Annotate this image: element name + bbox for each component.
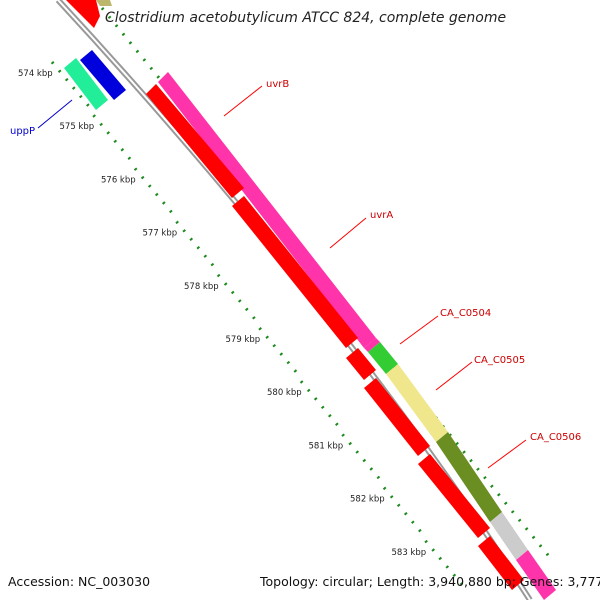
gene-reverse-1 bbox=[146, 84, 244, 198]
accession-text: Accession: NC_003030 bbox=[8, 574, 150, 589]
topology-text: Topology: circular; Length: 3,940,880 bp… bbox=[259, 574, 600, 589]
tick-group: 574 kbp 575 kbp 576 kbp 577 kbp 578 kbp 579 k… bbox=[18, 61, 467, 590]
CA_C0505-leader bbox=[435, 361, 473, 391]
gene-top-khaki bbox=[96, 0, 112, 6]
tick-dots bbox=[92, 114, 135, 165]
tick-label: 579 kbp bbox=[226, 335, 261, 345]
tick-dots bbox=[175, 220, 218, 271]
gene-top-red bbox=[66, 0, 100, 28]
gene-reverse-5 bbox=[418, 454, 490, 538]
tick-label: 575 kbp bbox=[60, 122, 95, 132]
uvrA-leader bbox=[329, 217, 367, 249]
gene-CA_C0504 bbox=[368, 342, 398, 374]
tick-label: 582 kbp bbox=[350, 495, 385, 505]
tick-dots bbox=[133, 167, 177, 218]
gene-blue bbox=[80, 50, 126, 100]
gene-CA_C0505 bbox=[386, 364, 448, 442]
uvrB-leader bbox=[223, 85, 263, 117]
label-CA_C0504: CA_C0504 bbox=[440, 308, 491, 319]
gene-uvrA bbox=[364, 338, 380, 352]
gene-magenta-bottom bbox=[516, 550, 556, 600]
tick-dots bbox=[299, 380, 343, 431]
gene-CA_C0506 bbox=[436, 432, 502, 522]
tick-dots bbox=[341, 433, 384, 484]
label-uppP: uppP bbox=[10, 126, 35, 137]
gene-uvrB bbox=[158, 72, 376, 348]
CA_C0506-leader bbox=[487, 439, 527, 469]
gene-reverse-3 bbox=[346, 348, 376, 380]
tick-dots bbox=[382, 486, 426, 537]
tick-label: 576 kbp bbox=[101, 175, 136, 185]
gene-reverse-6 bbox=[478, 536, 524, 590]
tick-dots bbox=[258, 327, 301, 377]
label-uvrA: uvrA bbox=[370, 210, 393, 221]
tick-label: 578 kbp bbox=[184, 282, 219, 292]
tick-label: 574 kbp bbox=[18, 69, 53, 79]
label-uvrB: uvrB bbox=[266, 79, 289, 90]
uppP-leader bbox=[37, 99, 73, 129]
tick-label: 583 kbp bbox=[392, 548, 427, 558]
gene-reverse-2 bbox=[232, 196, 358, 348]
CA_C0504-leader bbox=[399, 315, 439, 345]
gene-gray bbox=[490, 512, 528, 560]
label-CA_C0506: CA_C0506 bbox=[530, 432, 581, 443]
tick-label: 581 kbp bbox=[309, 441, 344, 451]
tick-dots bbox=[216, 273, 260, 324]
tick-label: 580 kbp bbox=[267, 388, 302, 398]
gene-uppP bbox=[64, 58, 108, 110]
tick-label: 577 kbp bbox=[143, 229, 178, 239]
genome-title: Clostridium acetobutylicum ATCC 824, com… bbox=[105, 10, 506, 26]
label-CA_C0505: CA_C0505 bbox=[474, 355, 525, 366]
gene-reverse-4 bbox=[364, 378, 430, 456]
